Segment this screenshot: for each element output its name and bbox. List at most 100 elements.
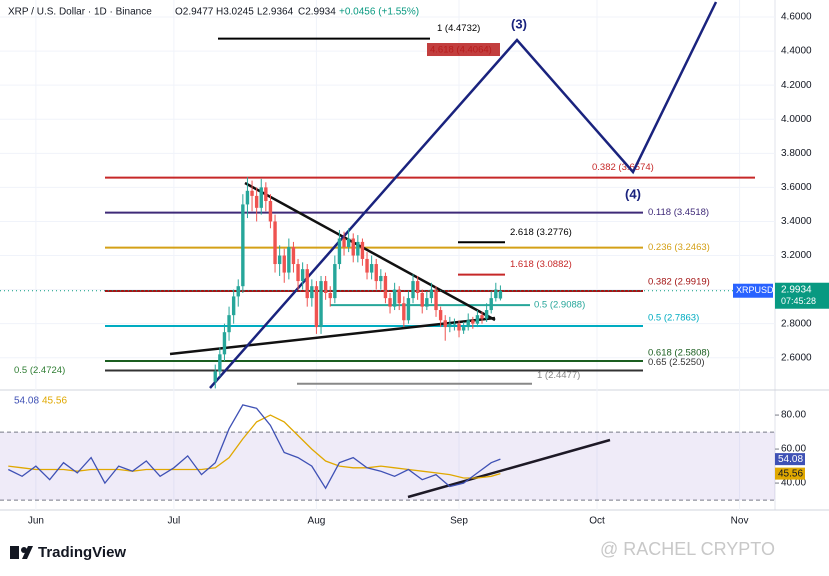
candle-body <box>342 238 346 248</box>
candle-body <box>296 264 300 282</box>
candle-body <box>277 255 282 265</box>
price-change: +0.0456 (+1.55%) <box>339 7 419 18</box>
brand-logo: TradingView <box>10 544 126 561</box>
rsi-legend: 54.08 <box>14 396 39 407</box>
candle-body <box>452 323 457 325</box>
candle-body <box>471 320 475 324</box>
candle-body <box>489 298 493 311</box>
candle-body <box>259 187 263 208</box>
level-label: 4.618 (4.4064) <box>430 45 492 56</box>
y-tick-label: 3.2000 <box>781 250 812 261</box>
x-tick-label: Nov <box>731 516 749 527</box>
candle-body <box>227 315 231 333</box>
rsi-ma-tag: 45.56 <box>778 468 803 479</box>
fib-levels: 1 (4.4732) 4.618 (4.4064) 0.382 (3.6574) 0.… <box>14 23 755 385</box>
candle-body <box>236 286 240 297</box>
x-tick-label: Sep <box>450 516 468 527</box>
level-box <box>427 43 500 57</box>
candle-body <box>222 332 227 355</box>
candle-body <box>273 221 277 265</box>
level-label: 2.618 (3.2776) <box>510 227 572 238</box>
rsi-ma-legend: 45.56 <box>42 396 67 407</box>
level-label: 0.382 (3.6574) <box>592 162 654 173</box>
candle-body <box>411 281 415 299</box>
candle-body <box>494 289 498 299</box>
rsi-trendline <box>407 438 611 499</box>
ohlc-value: C2.9934 <box>298 7 336 18</box>
candle-body <box>374 264 378 282</box>
y-tick-label: 3.8000 <box>781 148 812 159</box>
candle-body <box>337 238 342 265</box>
rsi-band <box>0 432 775 501</box>
ohlc-value: L2.9364 <box>257 7 294 18</box>
candle-body <box>254 195 259 208</box>
candle-body <box>484 310 489 319</box>
rsi-tick-label: 60.00 <box>781 444 806 455</box>
candle-body <box>480 315 484 319</box>
price-tag: 2.9934 <box>781 284 812 295</box>
y-tick-label: 4.2000 <box>781 80 812 91</box>
candle-body <box>365 258 369 273</box>
candle-body <box>250 190 254 196</box>
x-tick-label: Jul <box>167 516 180 527</box>
rsi-line <box>8 404 501 490</box>
candle-body <box>420 293 424 307</box>
candle-body <box>498 290 503 299</box>
candle-body <box>443 320 447 328</box>
x-tick-label: Oct <box>589 516 605 527</box>
candle-body <box>457 323 461 331</box>
x-tick-label: Aug <box>308 516 326 527</box>
y-tick-label: 2.6000 <box>781 352 812 363</box>
brand: TradingView <box>38 544 126 561</box>
level-label: 1 (2.4477) <box>537 370 580 381</box>
level-label: 0.5 (2.9088) <box>534 300 585 311</box>
level-label: 0.618 (2.5808) <box>648 348 710 359</box>
ohlc-value: H3.0245 <box>216 7 254 18</box>
candle-body <box>328 293 332 299</box>
wave-label: (3) <box>511 16 527 31</box>
rsi-tag: 54.08 <box>778 454 803 465</box>
candle-body <box>213 371 217 382</box>
level-label: 1 (4.4732) <box>437 23 480 34</box>
candle-body <box>434 289 438 311</box>
candle-body <box>429 289 434 299</box>
y-tick-label: 4.6000 <box>781 12 812 23</box>
candle-body <box>314 286 319 328</box>
candle-body <box>388 298 392 307</box>
candle-body <box>241 204 245 287</box>
candle-body <box>268 201 273 222</box>
countdown: 07:45:28 <box>781 296 816 306</box>
candle-body <box>245 190 250 205</box>
candle-body <box>300 269 305 282</box>
candle-body <box>264 187 268 202</box>
level-label: 0.65 (2.5250) <box>648 357 705 368</box>
candle-body <box>351 238 355 256</box>
candle-body <box>360 241 365 259</box>
wave-label: (4) <box>625 186 641 201</box>
rsi-tag-bg <box>775 453 805 466</box>
candle-body <box>383 275 388 299</box>
candle-body <box>448 323 452 328</box>
ohlc-value: O2.9477 <box>175 7 214 18</box>
candle-body <box>425 298 429 307</box>
triangle-resistance <box>244 181 496 322</box>
rsi-ma-line <box>8 414 501 479</box>
price-tag-bg <box>775 282 829 309</box>
level-label: 0.5 (2.4724) <box>14 365 65 376</box>
candle-body <box>333 264 337 299</box>
y-tick-label: 4.0000 <box>781 114 812 125</box>
level-label: 0.118 (3.4518) <box>648 207 709 218</box>
watermark: @ RACHEL CRYPTO <box>600 539 775 559</box>
y-tick-label: 3.6000 <box>781 182 812 193</box>
candle-body <box>282 255 286 273</box>
candle-body <box>461 327 466 331</box>
symbol-tag-bg <box>733 283 773 298</box>
candle-body <box>305 269 309 299</box>
y-tick-label: 2.8000 <box>781 318 812 329</box>
candle-body <box>397 289 401 304</box>
y-tick-label: 4.4000 <box>781 46 812 57</box>
y-tick-label: 3.4000 <box>781 216 812 227</box>
chart-title: XRP / U.S. Dollar · 1D · Binance <box>8 7 152 18</box>
candle-body <box>218 354 222 372</box>
